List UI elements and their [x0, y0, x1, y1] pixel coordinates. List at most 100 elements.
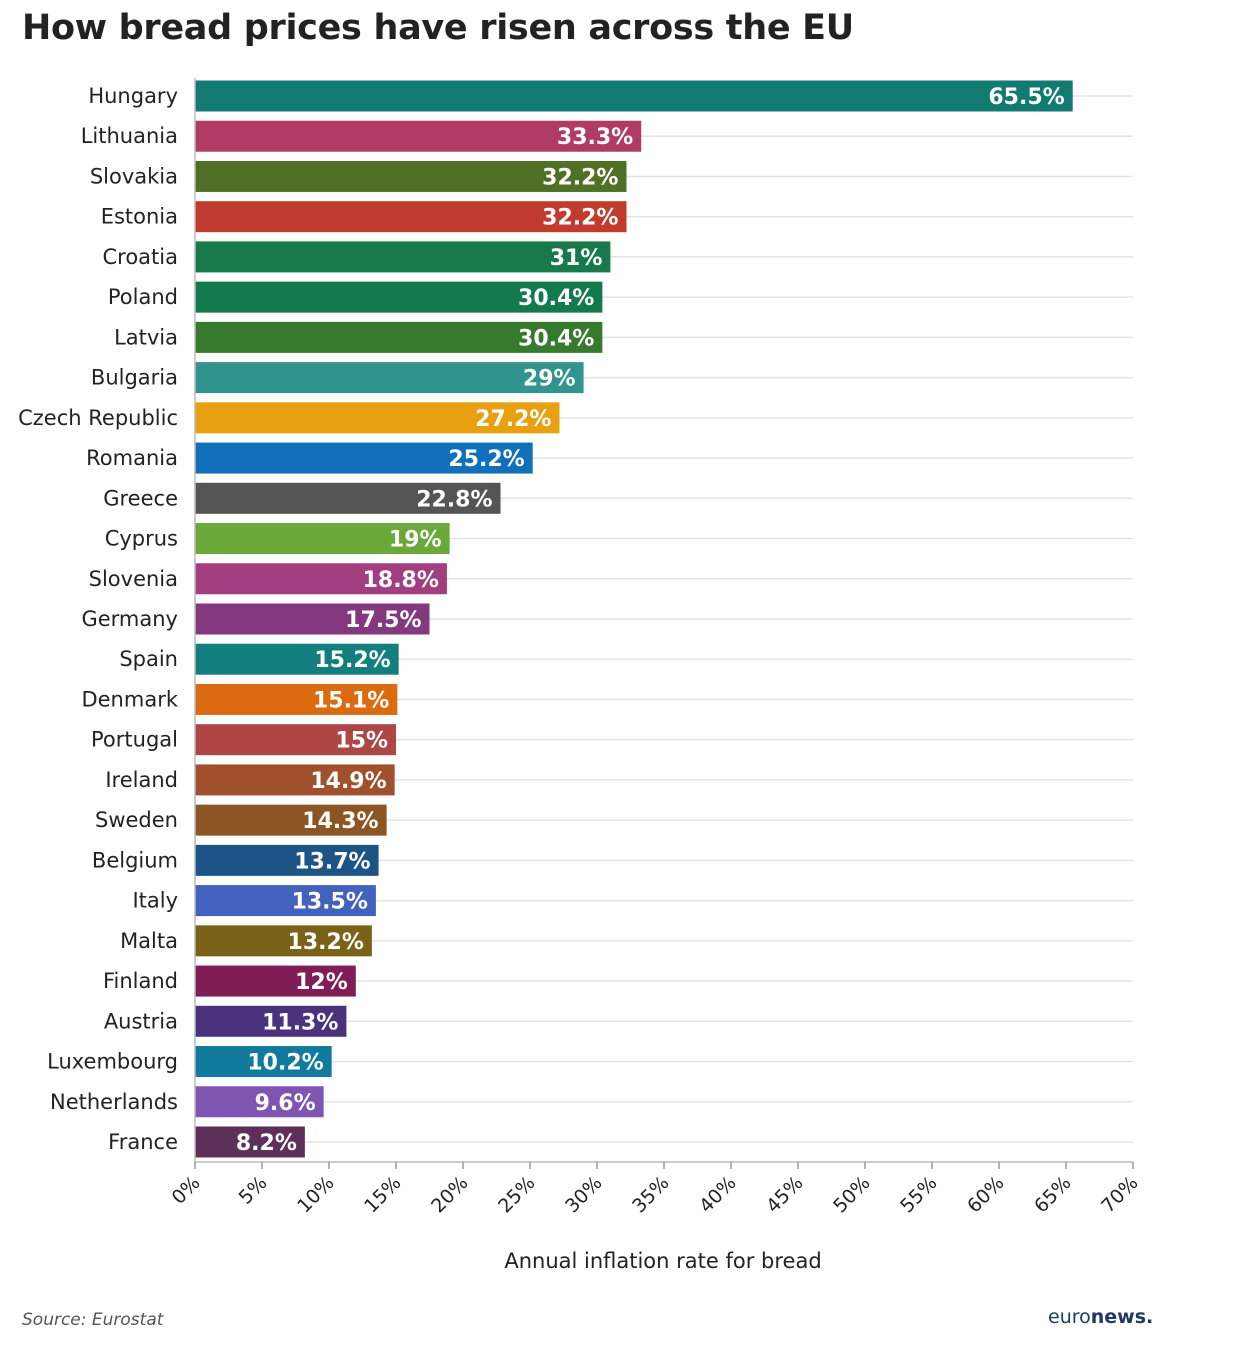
bar: [195, 120, 642, 152]
bar: [195, 1005, 347, 1037]
value-label: 33.3%: [557, 125, 633, 150]
category-label: Denmark: [81, 687, 178, 711]
category-label: Germany: [81, 607, 178, 631]
value-label: 13.2%: [288, 930, 364, 955]
category-labels: Hungary Lithuania Slovakia Estonia Croatia Po…: [18, 84, 179, 1154]
category-label: Bulgaria: [91, 366, 178, 390]
category-label: Lithuania: [81, 124, 178, 148]
bar: [195, 201, 627, 233]
x-tick-label: 15%: [360, 1172, 405, 1217]
value-label: 25.2%: [448, 447, 524, 472]
x-tick-label: 5%: [235, 1172, 272, 1209]
value-label: 32.2%: [542, 165, 618, 190]
brand-logo: euronews.: [1048, 1306, 1153, 1328]
bar: [195, 683, 398, 715]
value-label: 12%: [295, 970, 348, 995]
bar: [195, 1046, 332, 1078]
bar: [195, 804, 387, 836]
category-label: Ireland: [105, 768, 178, 792]
bar: [195, 160, 627, 192]
x-tick-label: 10%: [293, 1172, 338, 1217]
bar: [195, 885, 376, 917]
brand-logo-part-bold: news.: [1090, 1306, 1154, 1328]
x-tick-label: 0%: [168, 1172, 205, 1209]
x-tick-label: 45%: [762, 1172, 807, 1217]
value-label: 11.3%: [262, 1010, 338, 1035]
category-label: Austria: [104, 1009, 178, 1033]
value-label: 17.5%: [345, 608, 421, 633]
category-label: Slovakia: [90, 164, 178, 188]
bar: [195, 1126, 305, 1158]
bar: [195, 362, 584, 394]
bar: [195, 643, 399, 675]
value-label: 15%: [335, 729, 388, 754]
category-label: Portugal: [91, 728, 178, 752]
x-tick-label: 70%: [1097, 1172, 1142, 1217]
bar: [195, 442, 533, 474]
category-label: Greece: [103, 486, 178, 510]
bar-chart: 65.5% 33.3% 32.2% 32.2% 31% 30.4% 30.4% 29% 27.2…: [18, 78, 1143, 1273]
x-tick-label: 20%: [427, 1172, 472, 1217]
x-tick-label: 30%: [561, 1172, 606, 1217]
category-label: Slovenia: [89, 567, 178, 591]
bar: [195, 603, 430, 635]
category-label: Belgium: [92, 848, 178, 872]
source-note: Source: Eurostat: [22, 1310, 164, 1330]
value-label: 19%: [389, 528, 442, 553]
value-label: 65.5%: [988, 85, 1064, 110]
category-label: Hungary: [88, 84, 178, 108]
category-label: Romania: [86, 446, 178, 470]
category-label: France: [108, 1130, 178, 1154]
category-label: Czech Republic: [18, 406, 178, 430]
category-label: Finland: [103, 969, 178, 993]
value-label: 9.6%: [255, 1091, 316, 1116]
bar: [195, 1086, 324, 1118]
value-label: 14.9%: [310, 769, 386, 794]
bar: [195, 523, 450, 555]
x-tick-label: 65%: [1030, 1172, 1075, 1217]
category-label: Netherlands: [50, 1090, 178, 1114]
x-tick-label: 25%: [494, 1172, 539, 1217]
category-label: Croatia: [103, 245, 179, 269]
value-label: 10.2%: [247, 1051, 323, 1076]
x-tick-label: 40%: [695, 1172, 740, 1217]
bar: [195, 764, 395, 796]
category-label: Spain: [119, 647, 178, 671]
bar: [195, 844, 379, 876]
bar: [195, 241, 611, 273]
bar: [195, 402, 560, 434]
value-label: 15.1%: [313, 688, 389, 713]
category-label: Italy: [132, 889, 178, 913]
brand-logo-part: euro: [1048, 1306, 1091, 1328]
value-label: 13.7%: [294, 849, 370, 874]
bar: [195, 482, 501, 514]
value-label: 14.3%: [302, 809, 378, 834]
bar: [195, 925, 372, 957]
value-label: 8.2%: [236, 1131, 297, 1156]
category-label: Sweden: [95, 808, 178, 832]
value-label: 32.2%: [542, 206, 618, 231]
value-label: 29%: [523, 367, 576, 392]
value-label: 31%: [550, 246, 603, 271]
category-label: Cyprus: [105, 527, 178, 551]
category-label: Malta: [120, 929, 178, 953]
x-tick-label: 50%: [829, 1172, 874, 1217]
x-tick-label: 35%: [628, 1172, 673, 1217]
x-tick-label: 55%: [896, 1172, 941, 1217]
bar: [195, 281, 603, 313]
category-label: Poland: [108, 285, 178, 309]
bar: [195, 965, 356, 997]
value-label: 27.2%: [475, 407, 551, 432]
value-label: 30.4%: [518, 326, 594, 351]
category-label: Latvia: [114, 325, 178, 349]
category-label: Luxembourg: [47, 1050, 178, 1074]
bar: [195, 321, 603, 353]
category-label: Estonia: [101, 205, 178, 229]
bar: [195, 724, 396, 756]
value-label: 30.4%: [518, 286, 594, 311]
x-tick-label: 60%: [963, 1172, 1008, 1217]
bars: 65.5% 33.3% 32.2% 32.2% 31% 30.4% 30.4% 29% 27.2…: [195, 80, 1073, 1158]
chart-title: How bread prices have risen across the E…: [22, 8, 854, 48]
value-label: 15.2%: [314, 648, 390, 673]
value-label: 13.5%: [292, 890, 368, 915]
